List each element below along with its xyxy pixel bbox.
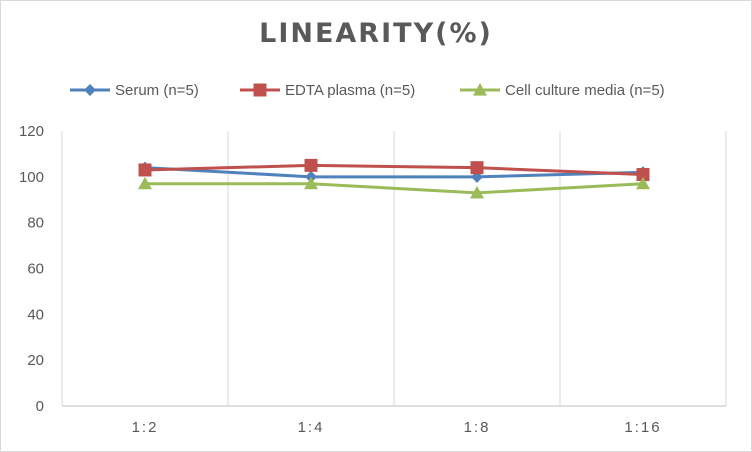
y-tick-labels: 0 20 40 60 80 100 120: [19, 123, 44, 415]
y-tick-label: 60: [27, 261, 44, 278]
data-point-triangle: [473, 83, 487, 96]
data-point-square: [138, 163, 152, 177]
legend-label: EDTA plasma (n=5): [285, 82, 415, 99]
x-tick-label: 1:2: [132, 419, 159, 436]
data-point-square: [636, 168, 650, 182]
axes: [61, 131, 726, 407]
y-tick-label: 20: [27, 352, 44, 369]
chart-title: LINEARITY(%): [259, 18, 493, 49]
series: [138, 158, 650, 199]
legend-item: EDTA plasma (n=5): [240, 82, 415, 99]
legend-label: Cell culture media (n=5): [505, 82, 665, 99]
y-tick-label: 100: [19, 169, 44, 186]
x-tick-label: 1:4: [298, 419, 325, 436]
data-point-square: [470, 161, 484, 175]
legend-label: Serum (n=5): [115, 82, 199, 99]
legend: Serum (n=5) EDTA plasma (n=5) Cell culture…: [70, 82, 665, 99]
legend-item: Cell culture media (n=5): [460, 82, 665, 99]
y-tick-label: 80: [27, 215, 44, 232]
data-point-triangle: [636, 176, 650, 190]
y-tick-label: 0: [36, 398, 44, 415]
data-point-diamond: [84, 84, 96, 96]
series-line: [144, 166, 644, 179]
series-square: [138, 158, 650, 182]
legend-item: Serum (n=5): [70, 82, 199, 99]
data-point-square: [253, 83, 267, 97]
data-point-triangle: [138, 176, 152, 190]
x-tick-label: 1:16: [624, 419, 661, 436]
data-point-triangle: [304, 176, 318, 190]
data-point-triangle: [470, 185, 484, 199]
y-tick-label: 40: [27, 306, 44, 323]
x-tick-label: 1:8: [464, 419, 491, 436]
series-line: [145, 182, 644, 195]
x-tick-labels: 1:2 1:4 1:8 1:16: [132, 419, 661, 436]
series-line: [144, 163, 644, 177]
y-tick-label: 120: [19, 123, 44, 140]
series-triangle: [138, 176, 650, 199]
data-point-square: [304, 158, 318, 172]
